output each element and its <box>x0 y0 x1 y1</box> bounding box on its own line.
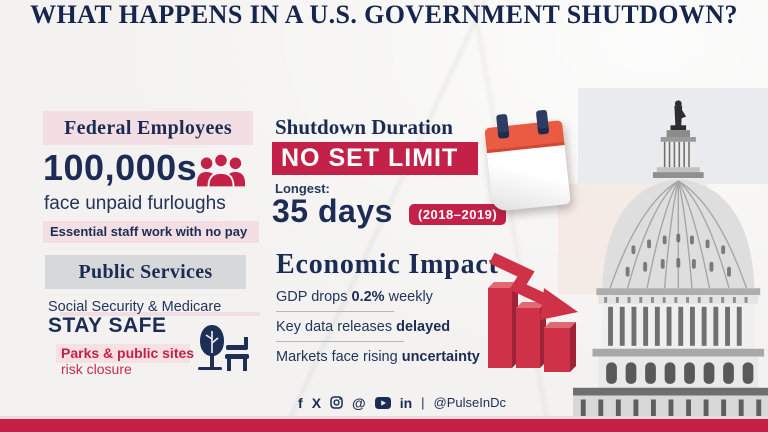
linkedin-icon: in <box>399 394 413 411</box>
footer-social-row: f X @ in | @PulseInDc <box>298 395 506 410</box>
divider <box>276 311 394 312</box>
economic-item-3: Markets face rising uncertainty <box>276 349 480 365</box>
bottom-bar <box>0 419 768 432</box>
public-services-line1: Social Security & Medicare <box>48 299 222 315</box>
federal-employees-caption: face unpaid furloughs <box>44 193 226 214</box>
longest-label: Longest: <box>275 181 330 196</box>
public-services-line4: risk closure <box>61 361 132 377</box>
instagram-icon <box>330 396 343 409</box>
park-bench-icon <box>198 325 249 371</box>
people-group-icon <box>196 152 246 189</box>
divider <box>276 341 404 342</box>
economic-item-2: Key data releases delayed <box>276 319 450 335</box>
threads-icon: @ <box>352 394 366 411</box>
economic-impact-heading: Economic Impact <box>276 249 499 280</box>
capitol-building-photo <box>573 100 768 419</box>
public-services-line2: STAY SAFE <box>48 314 167 337</box>
item-bold: delayed <box>396 319 451 335</box>
item-text: GDP drops <box>276 289 352 305</box>
economic-item-1: GDP drops 0.2% weekly <box>276 289 433 305</box>
x-icon: X <box>311 394 322 411</box>
separator: | <box>421 395 425 410</box>
federal-employees-heading: Federal Employees <box>43 111 253 145</box>
social-handle: @PulseInDc <box>433 395 506 410</box>
calendar-clip-right <box>535 109 550 135</box>
item-text: Markets face rising <box>276 349 402 365</box>
shutdown-duration-heading: Shutdown Duration <box>275 115 453 139</box>
item-text: weekly <box>384 289 433 305</box>
longest-years-badge: (2018–2019) <box>409 204 507 225</box>
item-bold: 0.2% <box>351 289 385 305</box>
public-services-heading: Public Services <box>45 255 246 289</box>
statue-of-freedom-icon <box>670 100 687 131</box>
youtube-icon <box>374 396 391 409</box>
federal-employees-note: Essential staff work with no pay <box>43 221 259 243</box>
facebook-icon: f <box>298 394 303 411</box>
item-bold: uncertainty <box>401 349 480 365</box>
item-text: Key data releases <box>276 319 397 335</box>
page-title: WHAT HAPPENS IN A U.S. GOVERNMENT SHUTDO… <box>30 0 738 29</box>
calendar-clip-left <box>496 113 510 139</box>
longest-value: 35 days <box>272 193 393 229</box>
declining-chart-icon <box>488 252 578 372</box>
calendar-icon <box>483 108 571 214</box>
public-services-line3: Parks & public sites <box>61 345 195 361</box>
federal-employees-stat: 100,000s <box>43 147 198 188</box>
no-set-limit-banner: NO SET LIMIT <box>272 142 478 175</box>
